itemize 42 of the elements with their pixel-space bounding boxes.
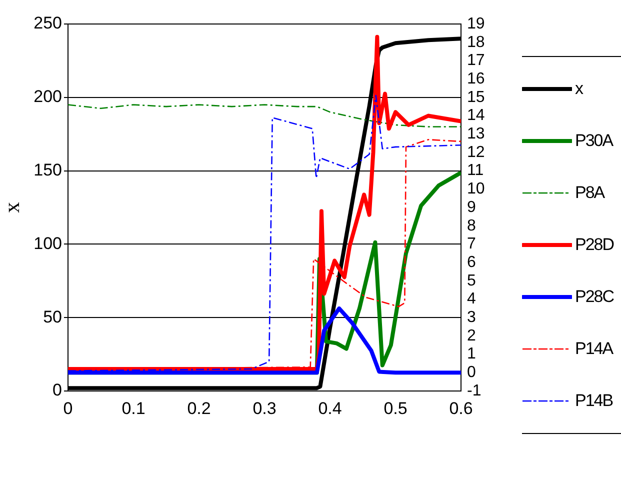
y-tick-label: 250 — [34, 14, 62, 33]
y2-tick-label: 14 — [467, 107, 485, 124]
y2-tick-label: 17 — [467, 52, 485, 70]
y2-tick-label: -1 — [467, 382, 482, 400]
x-tick-label: 0.1 — [122, 398, 146, 418]
y-tick-label: 100 — [34, 234, 62, 253]
x-tick-label: 0.3 — [252, 398, 276, 418]
y2-tick-label: 8 — [467, 217, 476, 234]
x-tick-label: 0.6 — [449, 398, 473, 418]
y2-tick-label: 11 — [467, 162, 484, 180]
line-series — [68, 104, 461, 128]
y2-tick-label: 1 — [467, 346, 476, 363]
legend-label: P14B — [575, 391, 613, 411]
y2-tick-label: 19 — [467, 15, 485, 32]
x-tick-label: 0.5 — [384, 398, 408, 418]
y2-tick-label: 9 — [467, 198, 476, 216]
y2-tick-label: 0 — [467, 364, 476, 382]
y-tick-label: 0 — [52, 380, 62, 400]
y2-tick-label: 5 — [467, 272, 476, 290]
legend-label: P28D — [575, 235, 614, 255]
y2-tick-label: 18 — [467, 34, 485, 51]
y2-tick-label: 10 — [467, 180, 485, 198]
x-tick-label: 0.4 — [318, 398, 342, 418]
y-tick-label: 50 — [43, 307, 62, 326]
legend-label: x — [575, 79, 582, 99]
y2-tick-label: 13 — [467, 126, 485, 143]
legend-label: P14A — [575, 339, 613, 359]
legend-label: P28C — [575, 287, 614, 307]
y-tick-label: 200 — [34, 87, 62, 106]
legend-label: P8A — [575, 183, 604, 203]
legend-label: P30A — [575, 131, 613, 151]
y-axis-title: x — [0, 202, 24, 213]
y-tick-label: 150 — [34, 160, 62, 180]
y2-tick-label: 16 — [467, 70, 485, 88]
y2-tick-label: 4 — [467, 290, 476, 308]
x-tick-label: 0.2 — [187, 398, 211, 418]
y2-tick-label: 3 — [467, 309, 476, 326]
y2-tick-label: 6 — [467, 254, 476, 271]
y2-tick-label: 7 — [467, 236, 476, 253]
y2-tick-label: 12 — [467, 144, 485, 161]
y2-tick-label: 15 — [467, 88, 485, 106]
y2-tick-label: 2 — [467, 327, 476, 344]
